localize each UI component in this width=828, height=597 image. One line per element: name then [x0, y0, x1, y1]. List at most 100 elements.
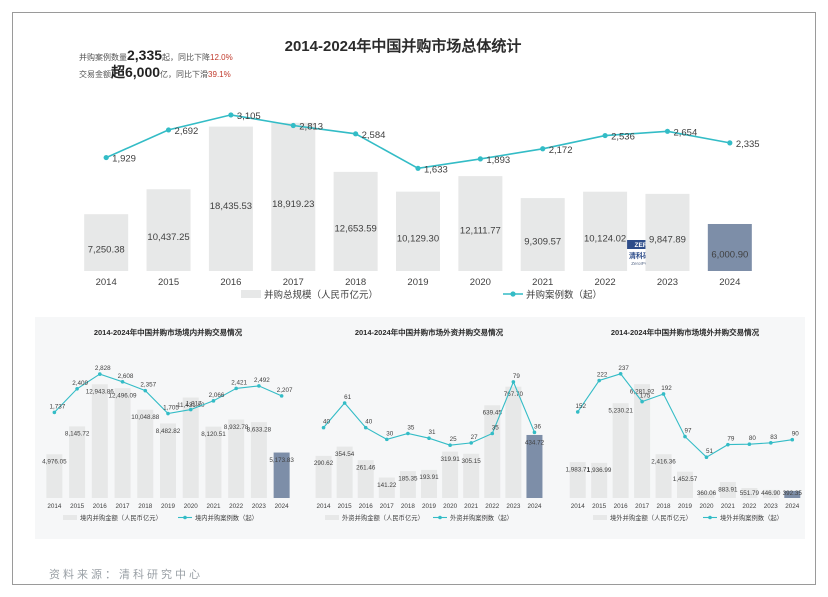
bar [421, 469, 437, 498]
line-point [511, 380, 516, 384]
x-tick-label: 2023 [657, 277, 678, 288]
line-value-label: 237 [618, 365, 629, 372]
x-tick-label: 2018 [657, 503, 672, 510]
bar-value-label: 1,983.71 [565, 466, 590, 473]
x-tick-label: 2020 [443, 503, 458, 510]
line-value-label: 2,608 [118, 373, 134, 380]
x-tick-label: 2022 [742, 503, 757, 510]
bar [458, 176, 503, 271]
x-tick-label: 2018 [138, 503, 153, 510]
line-point [704, 455, 709, 459]
legend-bar-swatch [325, 515, 339, 520]
bar-value-label: 6,281.92 [630, 388, 655, 395]
bar-value-label: 12,496.09 [109, 392, 138, 399]
line-value-label: 1,893 [486, 155, 510, 166]
x-tick-label: 2015 [592, 503, 607, 510]
legend-bar-swatch [593, 515, 607, 520]
line-value-label: 1,633 [424, 164, 448, 175]
x-tick-label: 2024 [527, 503, 542, 510]
bar [208, 126, 253, 271]
line-point [618, 371, 623, 376]
x-tick-label: 2014 [96, 277, 117, 288]
bar-value-label: 10,048.88 [131, 414, 160, 421]
bar-value-label: 18,919.23 [272, 199, 314, 210]
line-value-label: 79 [513, 373, 521, 380]
line-point [257, 384, 261, 388]
chart-title: 2014-2024年中国并购市场外资并购交易情况 [355, 327, 504, 337]
legend-bar-swatch [241, 290, 261, 298]
line-value-label: 80 [749, 435, 757, 442]
bar [333, 171, 378, 271]
x-tick-label: 2023 [252, 503, 267, 510]
x-tick-label: 2024 [785, 503, 800, 510]
line-point [726, 442, 730, 447]
bar-value-label: 8,932.78 [224, 424, 249, 431]
x-tick-label: 2016 [220, 277, 241, 288]
line-point [469, 441, 473, 445]
line-point [52, 410, 57, 415]
bar-value-label: 261.46 [356, 464, 376, 471]
main-chart-title: 2014-2024年中国并购市场总体统计 [285, 37, 522, 55]
bar-value-label: 2,416.36 [651, 459, 676, 466]
line-value-label: 79 [727, 436, 735, 443]
report-frame: 2014-2024年中国并购市场总体统计 并购案例数量2,335起，同比下降12… [12, 12, 816, 585]
bar-value-label: 290.62 [314, 460, 334, 467]
x-tick-label: 2020 [699, 503, 714, 510]
line-value-label: 83 [770, 434, 778, 441]
bar-value-label: 8,482.82 [156, 428, 181, 435]
amount-unit: 亿，同比下滑 [160, 69, 208, 79]
bar [719, 481, 736, 498]
line-point [727, 140, 733, 146]
bar [784, 490, 801, 498]
svg-text:交易金额超6,000亿，同比下滑39.1%: 交易金额超6,000亿，同比下滑39.1% [79, 64, 231, 80]
line-point [120, 379, 125, 384]
bar-value-label: 4,976.05 [42, 459, 67, 466]
count-unit: 起，同比下降 [162, 52, 210, 62]
line-point [747, 442, 752, 446]
x-tick-label: 2015 [70, 503, 85, 510]
x-tick-label: 2014 [317, 503, 332, 510]
bar [741, 487, 758, 498]
line-point [103, 154, 109, 161]
bar [442, 451, 459, 498]
line-value-label: 35 [407, 425, 415, 432]
bar-value-label: 8,120.51 [201, 431, 226, 438]
chart-title: 2014-2024年中国并购市场境内并购交易情况 [94, 327, 243, 337]
line-point [385, 437, 389, 442]
legend-line-marker [708, 515, 712, 520]
x-tick-label: 2021 [206, 503, 221, 510]
bar [357, 460, 374, 498]
bar-value-label: 446.90 [761, 490, 781, 497]
bar-value-label: 354.54 [335, 451, 355, 458]
bar-value-label: 11,431.80 [177, 402, 205, 409]
x-tick-label: 2018 [345, 277, 366, 288]
bar [69, 426, 86, 498]
bar [46, 454, 63, 498]
line-point [532, 430, 537, 435]
line-value-label: 2,828 [95, 365, 111, 372]
bar [484, 405, 501, 498]
line-value-label: 27 [471, 434, 479, 441]
charts-layer: 7,250.38 10,437.25 18,435.53 18,919.23 12,65… [42, 111, 802, 522]
line-point [353, 131, 359, 137]
line-value-label: 2,335 [736, 139, 760, 150]
line-point [664, 128, 671, 134]
bar [250, 422, 267, 498]
x-tick-label: 2023 [506, 503, 521, 510]
line-point [342, 401, 347, 405]
line-value-label: 2,066 [209, 392, 225, 399]
x-tick-label: 2022 [485, 503, 500, 510]
line-value-label: 1,817 [186, 401, 202, 408]
line-value-label: 40 [323, 419, 331, 426]
bar [160, 423, 176, 498]
bar-value-label: 141.22 [377, 482, 397, 489]
chart-title: 2014-2024年中国并购市场境外并购交易情况 [611, 327, 760, 337]
x-tick-label: 2020 [184, 503, 199, 510]
line-point [188, 407, 193, 412]
line-point [98, 372, 102, 376]
x-tick-label: 2019 [407, 277, 428, 288]
bar [399, 471, 416, 498]
line-value-label: 61 [344, 394, 352, 401]
line-value-label: 2,654 [673, 127, 697, 138]
bar [569, 462, 586, 498]
